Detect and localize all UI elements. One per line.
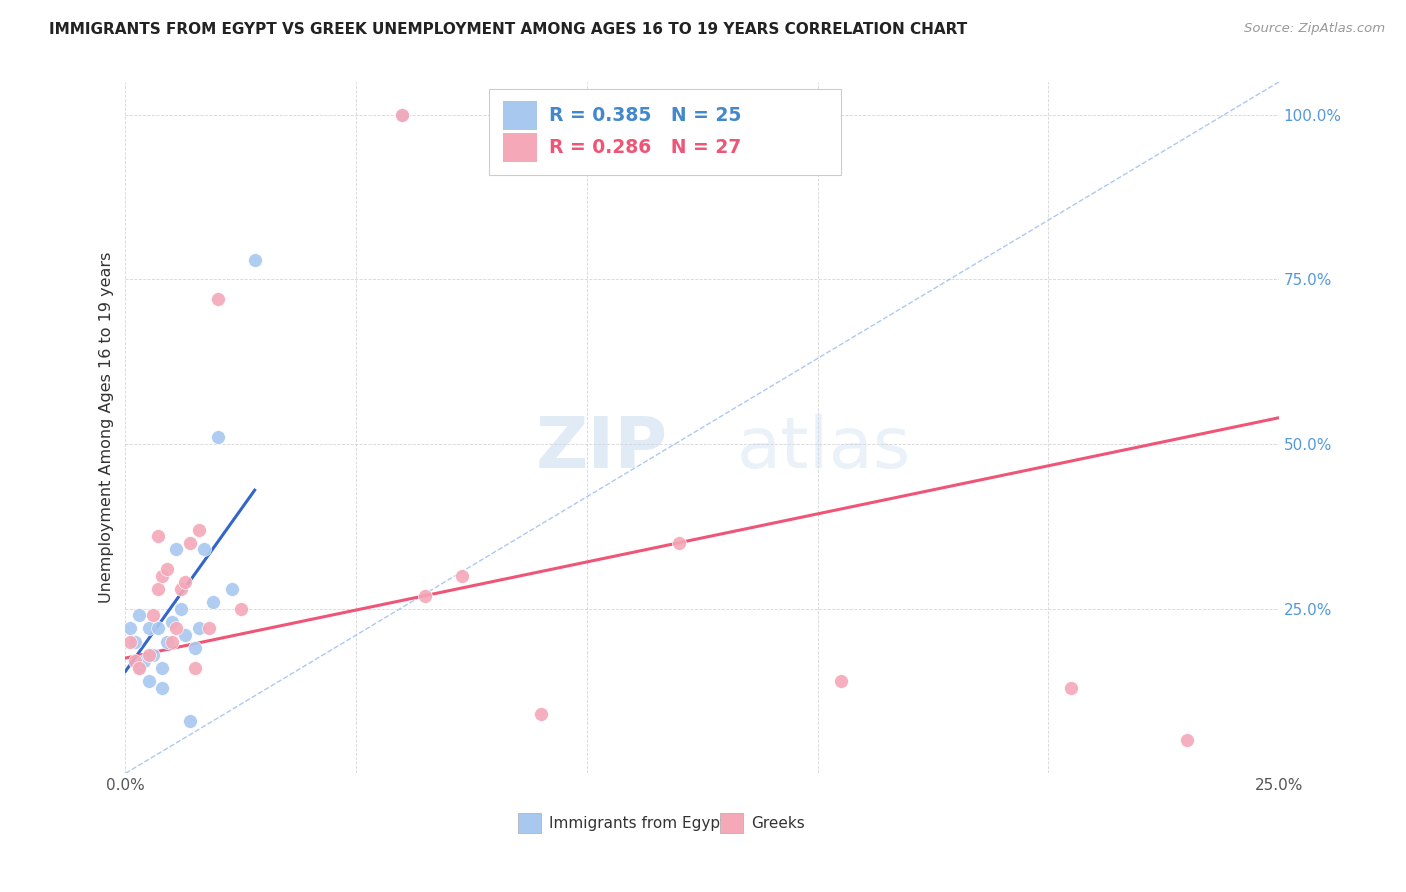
- Point: [668, 536, 690, 550]
- Point: [156, 634, 179, 648]
- Point: [202, 595, 225, 609]
- Point: [197, 622, 219, 636]
- Point: [415, 589, 437, 603]
- Point: [179, 714, 201, 728]
- Point: [132, 654, 155, 668]
- Point: [174, 628, 197, 642]
- Point: [243, 252, 266, 267]
- Point: [160, 615, 183, 629]
- Point: [391, 108, 413, 122]
- Text: atlas: atlas: [737, 414, 911, 483]
- Point: [179, 536, 201, 550]
- Point: [146, 529, 169, 543]
- Point: [138, 648, 160, 662]
- Y-axis label: Unemployment Among Ages 16 to 19 years: Unemployment Among Ages 16 to 19 years: [100, 252, 114, 603]
- Point: [174, 575, 197, 590]
- Text: Greeks: Greeks: [751, 815, 804, 830]
- Point: [150, 681, 173, 695]
- FancyBboxPatch shape: [503, 133, 537, 162]
- FancyBboxPatch shape: [720, 814, 742, 833]
- Point: [207, 430, 229, 444]
- Point: [170, 601, 193, 615]
- Point: [391, 108, 413, 122]
- Point: [138, 674, 160, 689]
- Point: [188, 523, 211, 537]
- Point: [188, 622, 211, 636]
- Point: [183, 641, 205, 656]
- Point: [128, 608, 150, 623]
- Point: [128, 661, 150, 675]
- Point: [120, 634, 142, 648]
- Point: [128, 661, 150, 675]
- Point: [207, 292, 229, 306]
- Point: [124, 654, 146, 668]
- Point: [229, 601, 252, 615]
- Point: [146, 622, 169, 636]
- Text: R = 0.385   N = 25: R = 0.385 N = 25: [548, 105, 741, 125]
- Point: [221, 582, 243, 596]
- Point: [156, 562, 179, 576]
- Point: [193, 542, 215, 557]
- Point: [150, 568, 173, 582]
- FancyBboxPatch shape: [503, 101, 537, 129]
- Point: [1060, 681, 1083, 695]
- Point: [120, 622, 142, 636]
- Point: [183, 661, 205, 675]
- Point: [138, 622, 160, 636]
- Point: [142, 648, 165, 662]
- Point: [1175, 733, 1198, 747]
- Text: Source: ZipAtlas.com: Source: ZipAtlas.com: [1244, 22, 1385, 36]
- Point: [142, 608, 165, 623]
- Point: [150, 661, 173, 675]
- FancyBboxPatch shape: [489, 89, 841, 175]
- Point: [165, 622, 187, 636]
- Point: [530, 707, 553, 722]
- Point: [146, 582, 169, 596]
- Point: [165, 542, 187, 557]
- Point: [451, 568, 474, 582]
- FancyBboxPatch shape: [517, 814, 541, 833]
- Text: R = 0.286   N = 27: R = 0.286 N = 27: [548, 138, 741, 157]
- Point: [170, 582, 193, 596]
- Point: [160, 634, 183, 648]
- Point: [830, 674, 852, 689]
- Text: IMMIGRANTS FROM EGYPT VS GREEK UNEMPLOYMENT AMONG AGES 16 TO 19 YEARS CORRELATIO: IMMIGRANTS FROM EGYPT VS GREEK UNEMPLOYM…: [49, 22, 967, 37]
- Point: [124, 634, 146, 648]
- Text: Immigrants from Egypt: Immigrants from Egypt: [548, 815, 725, 830]
- Text: ZIP: ZIP: [536, 414, 668, 483]
